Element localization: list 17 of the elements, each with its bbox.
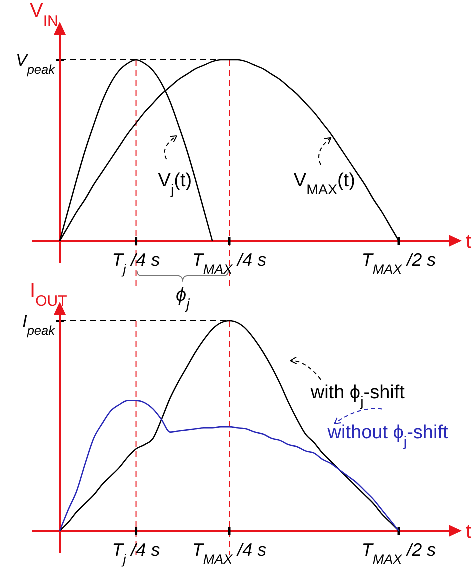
ref-line-label: V$_{peak}$ — [16, 51, 56, 76]
x-tick-label: T$_{j}$ /4 s — [112, 540, 160, 566]
y-axis-title: I$_{OUT}$ — [30, 280, 68, 310]
legend-label: without ϕ$_{j}$-shift — [326, 422, 449, 451]
x-tick-label: T$_{MAX}$ /4 s — [192, 250, 267, 276]
x-tick-label: T$_{MAX}$ /4 s — [192, 540, 267, 566]
x-tick-label: T$_{MAX}$ /2 s — [362, 250, 436, 276]
ref-line-label: I$_{peak}$ — [22, 312, 56, 338]
x-tick-label: T$_{j}$ /4 s — [112, 250, 160, 276]
x-axis-title: t — [466, 521, 472, 543]
text: ϕ$_{j}$ — [176, 285, 191, 313]
legend-label: V$_{MAX}$(t) — [294, 170, 356, 199]
legend-label: V$_{j}$(t) — [158, 170, 192, 199]
x-axis-title: t — [466, 231, 472, 253]
x-tick-label: T$_{MAX}$ /2 s — [362, 540, 436, 566]
y-axis-title: V$_{IN}$ — [30, 0, 58, 30]
legend-label: with ϕ$_{j}$-shift — [310, 382, 406, 411]
